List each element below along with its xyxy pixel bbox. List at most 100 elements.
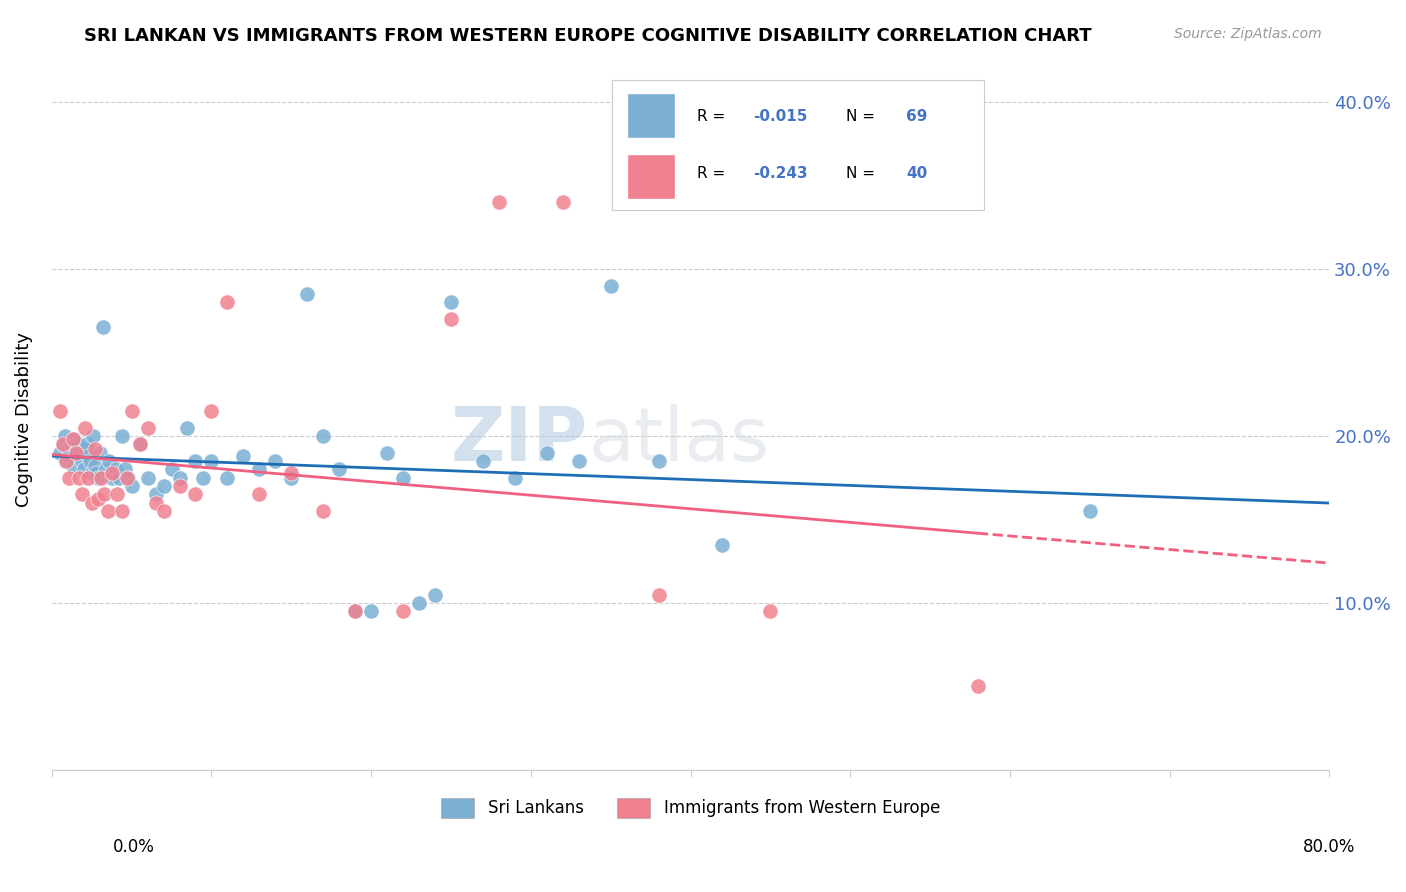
Point (440, 295, 463, 310)
FancyBboxPatch shape (627, 93, 675, 138)
Point (79, 454, 101, 468)
Point (711, 537, 734, 551)
Point (152, 479, 174, 493)
Point (136, 471, 159, 485)
Point (1078, 504, 1101, 518)
Point (312, 504, 335, 518)
Point (52, 437, 75, 451)
Point (247, 462, 270, 476)
Point (117, 471, 139, 485)
Point (108, 471, 131, 485)
Point (58, 471, 80, 485)
Point (69, 445, 91, 459)
Point (73, 462, 96, 476)
Point (62, 432, 84, 446)
Point (344, 604, 367, 618)
Point (94, 462, 117, 476)
Text: atlas: atlas (588, 404, 769, 477)
Y-axis label: Cognitive Disability: Cognitive Disability (15, 332, 32, 507)
Point (80, 496, 103, 510)
Point (440, 312, 463, 326)
Point (375, 445, 398, 459)
Point (264, 454, 287, 468)
Point (169, 479, 191, 493)
Point (91, 320, 114, 334)
Point (392, 471, 415, 485)
Point (56, 442, 79, 457)
Point (67, 471, 90, 485)
Point (67, 449, 90, 463)
Text: 40: 40 (905, 166, 927, 181)
Point (344, 604, 367, 618)
Point (503, 471, 526, 485)
Point (408, 596, 430, 610)
Point (75, 442, 97, 457)
Point (65, 445, 87, 459)
Point (392, 604, 415, 618)
Point (217, 295, 239, 310)
Text: -0.015: -0.015 (754, 109, 807, 124)
Point (65, 441, 87, 455)
Point (86, 466, 108, 480)
Legend: Sri Lankans, Immigrants from Western Europe: Sri Lankans, Immigrants from Western Eur… (434, 791, 946, 825)
Point (70, 487, 93, 501)
Point (93, 487, 115, 501)
Point (121, 479, 143, 493)
Point (55, 454, 77, 468)
Point (105, 487, 128, 501)
Point (115, 471, 138, 485)
Point (66, 435, 89, 450)
Text: 69: 69 (905, 109, 928, 124)
Point (328, 462, 350, 476)
Point (70, 454, 93, 468)
Point (77, 449, 100, 463)
Text: -0.243: -0.243 (754, 166, 808, 181)
Point (193, 471, 215, 485)
Point (759, 604, 782, 618)
Point (77, 471, 100, 485)
Point (58, 449, 80, 463)
Point (232, 449, 254, 463)
Point (114, 462, 136, 476)
Text: Source: ZipAtlas.com: Source: ZipAtlas.com (1174, 27, 1322, 41)
Point (536, 445, 558, 459)
Point (89, 445, 111, 459)
Point (200, 454, 222, 468)
Point (360, 604, 382, 618)
Point (83, 442, 105, 457)
Point (63, 432, 86, 446)
Point (136, 420, 159, 434)
Text: ZIP: ZIP (451, 404, 588, 477)
Point (145, 487, 167, 501)
Point (551, 195, 574, 210)
Point (152, 504, 174, 518)
Point (82, 429, 104, 443)
Point (111, 504, 134, 518)
Text: SRI LANKAN VS IMMIGRANTS FROM WESTERN EUROPE COGNITIVE DISABILITY CORRELATION CH: SRI LANKAN VS IMMIGRANTS FROM WESTERN EU… (84, 27, 1092, 45)
Point (53, 429, 76, 443)
Text: 0.0%: 0.0% (112, 838, 155, 855)
Text: R =: R = (697, 109, 731, 124)
Point (52, 437, 75, 451)
Point (423, 588, 446, 602)
Point (967, 680, 990, 694)
Text: N =: N = (846, 166, 880, 181)
Point (184, 487, 207, 501)
Point (200, 404, 222, 418)
Point (145, 496, 167, 510)
Point (312, 429, 335, 443)
Point (87, 471, 110, 485)
Point (97, 504, 120, 518)
Point (48, 445, 70, 459)
Point (247, 487, 270, 501)
Point (128, 437, 150, 451)
Text: 80.0%: 80.0% (1302, 838, 1355, 855)
Point (184, 454, 207, 468)
Point (647, 588, 669, 602)
Point (98, 454, 121, 468)
Text: N =: N = (846, 109, 880, 124)
Point (75, 420, 97, 434)
Point (176, 420, 198, 434)
Point (160, 462, 183, 476)
FancyBboxPatch shape (627, 154, 675, 199)
